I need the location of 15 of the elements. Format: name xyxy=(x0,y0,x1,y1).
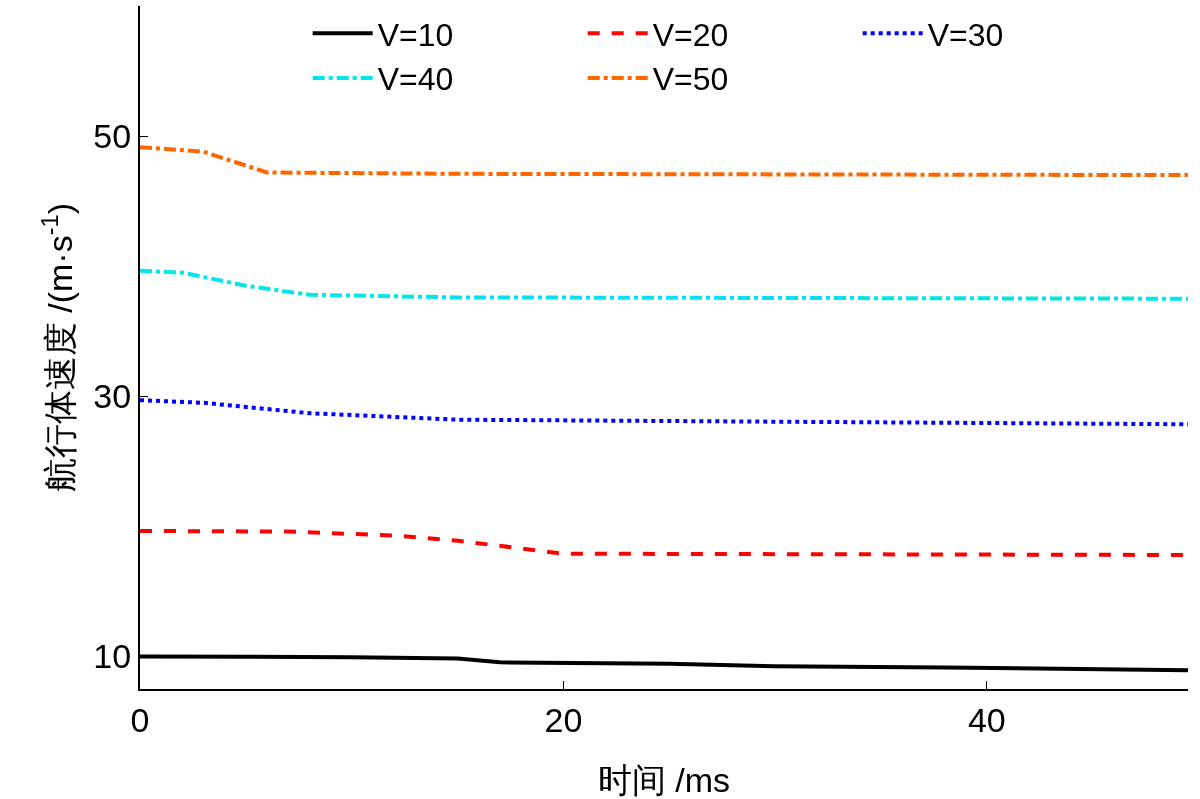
line-series xyxy=(140,398,1188,427)
x-tick-label: 20 xyxy=(544,700,583,739)
legend-label: V=50 xyxy=(652,61,729,98)
x-tick-label: 0 xyxy=(130,700,150,739)
y-tick-label: 50 xyxy=(93,117,132,155)
legend-label: V=40 xyxy=(377,61,454,98)
y-tick-label: 30 xyxy=(93,377,132,416)
legend-label: V=10 xyxy=(377,16,454,53)
legend-label: V=30 xyxy=(927,16,1004,53)
line-series xyxy=(140,145,1188,178)
y-tick-label: 10 xyxy=(93,637,132,676)
line-series xyxy=(140,268,1188,301)
x-axis-title: 时间 /ms xyxy=(597,761,731,799)
x-tick-label: 40 xyxy=(967,700,1006,739)
legend-label: V=20 xyxy=(652,16,729,53)
